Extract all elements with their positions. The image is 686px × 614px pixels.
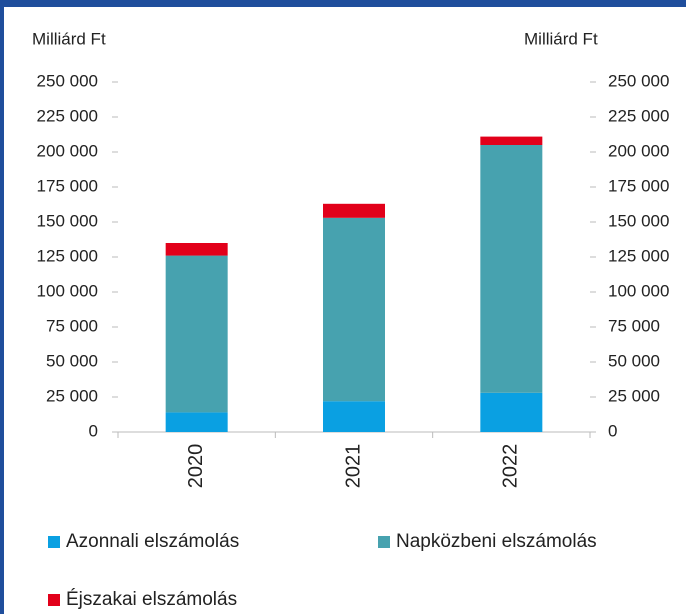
x-tick-label: 2021 [342,444,364,489]
top-border [0,0,686,7]
y2-tick-label: 125 000 [608,246,669,265]
y-tick-label: 175 000 [37,176,98,195]
y2-tick-label: 75 000 [608,316,660,335]
bar-segment [323,203,385,218]
bar-segment [480,392,543,432]
y-tick-label: 75 000 [46,316,98,335]
y2-tick-label: 25 000 [608,386,660,405]
y2-tick-label: 50 000 [608,351,660,370]
bar-segment [323,401,385,432]
y-axis-label: Milliárd Ft [32,29,106,48]
bar-segment [323,217,385,402]
legend-label: Napközbeni elszámolás [396,531,597,552]
x-tick-label: 2020 [185,444,207,489]
bar-segment [165,412,228,432]
bar-segment [480,136,543,145]
y2-tick-label: 150 000 [608,211,669,230]
y-tick-label: 225 000 [37,106,98,125]
y2-tick-label: 0 [608,421,617,440]
y-tick-label: 25 000 [46,386,98,405]
y-tick-label: 150 000 [37,211,98,230]
bar-segment [480,145,543,393]
y-tick-label: 0 [89,421,98,440]
y2-tick-label: 225 000 [608,106,669,125]
y2-tick-label: 250 000 [608,71,669,90]
y-tick-label: 200 000 [37,141,98,160]
y-tick-label: 100 000 [37,281,98,300]
legend-swatch [378,536,390,548]
left-border [0,0,4,614]
y2-tick-label: 100 000 [608,281,669,300]
y-tick-label: 50 000 [46,351,98,370]
x-tick-label: 2022 [500,444,522,489]
legend-swatch [48,536,60,548]
bar-segment [165,255,228,413]
y2-tick-label: 200 000 [608,141,669,160]
legend-swatch [48,594,60,606]
y-tick-label: 250 000 [37,71,98,90]
y-tick-label: 125 000 [37,246,98,265]
legend-label: Azonnali elszámolás [66,531,239,552]
legend-label: Éjszakai elszámolás [66,589,237,610]
y2-tick-label: 175 000 [608,176,669,195]
y2-axis-label: Milliárd Ft [524,29,598,48]
bar-segment [165,243,228,256]
